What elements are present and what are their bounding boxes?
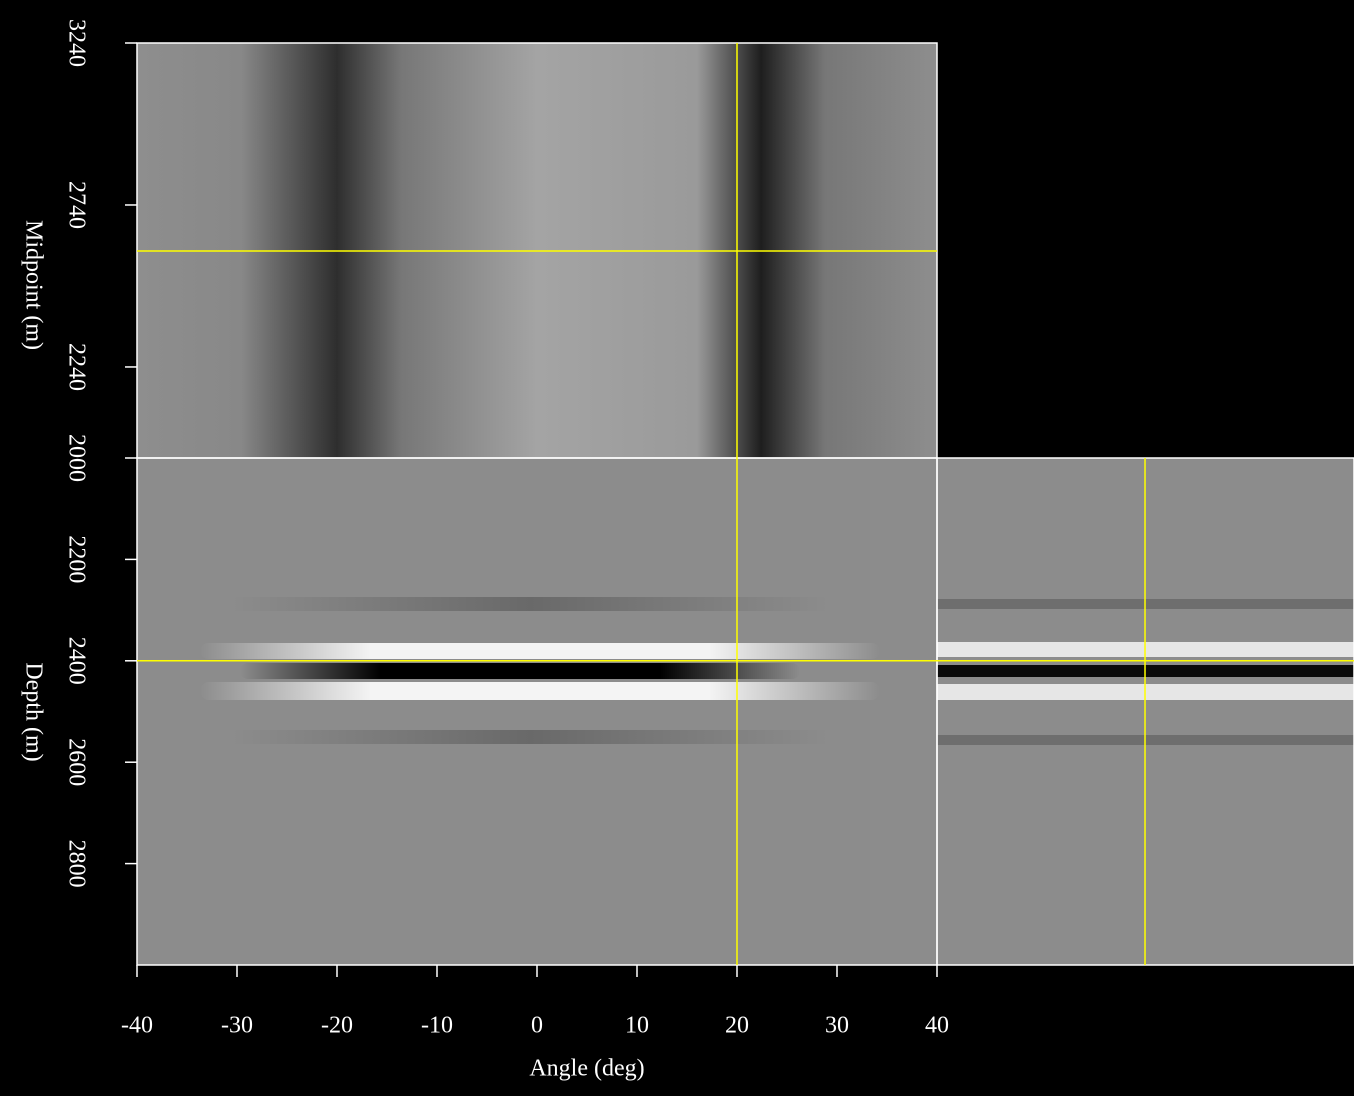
y-tick-label: 2600 xyxy=(63,738,89,786)
bottom-panel xyxy=(137,458,937,965)
y-tick-label: 2740 xyxy=(63,181,89,229)
y-tick-label: 2240 xyxy=(63,343,89,391)
y-axis-title: Depth (m) xyxy=(20,662,46,761)
y-tick-label: 2200 xyxy=(63,535,89,583)
x-tick-label: -20 xyxy=(321,1013,353,1039)
depth-angle-image xyxy=(137,458,937,965)
x-tick-label: 30 xyxy=(825,1013,849,1039)
x-tick-label: 0 xyxy=(531,1013,543,1039)
y-tick-label: 2000 xyxy=(63,434,89,482)
event-sidelobe xyxy=(230,730,830,744)
y-tick-label: 3240 xyxy=(63,19,89,67)
y-tick-label: 2800 xyxy=(63,840,89,888)
x-tick-label: 40 xyxy=(925,1013,949,1039)
x-tick-label: -10 xyxy=(421,1013,453,1039)
event-peak xyxy=(200,643,880,659)
x-tick-label: -40 xyxy=(121,1013,153,1039)
y-axis-title: Midpoint (m) xyxy=(20,220,46,350)
x-tick-label: -30 xyxy=(221,1013,253,1039)
y-tick-label: 2400 xyxy=(63,637,89,685)
x-tick-label: 10 xyxy=(625,1013,649,1039)
event-sidelobe xyxy=(230,597,830,611)
x-axis-title: Angle (deg) xyxy=(529,1056,644,1082)
event-peak xyxy=(200,682,880,700)
x-tick-label: 20 xyxy=(725,1013,749,1039)
event-trough xyxy=(240,663,800,679)
